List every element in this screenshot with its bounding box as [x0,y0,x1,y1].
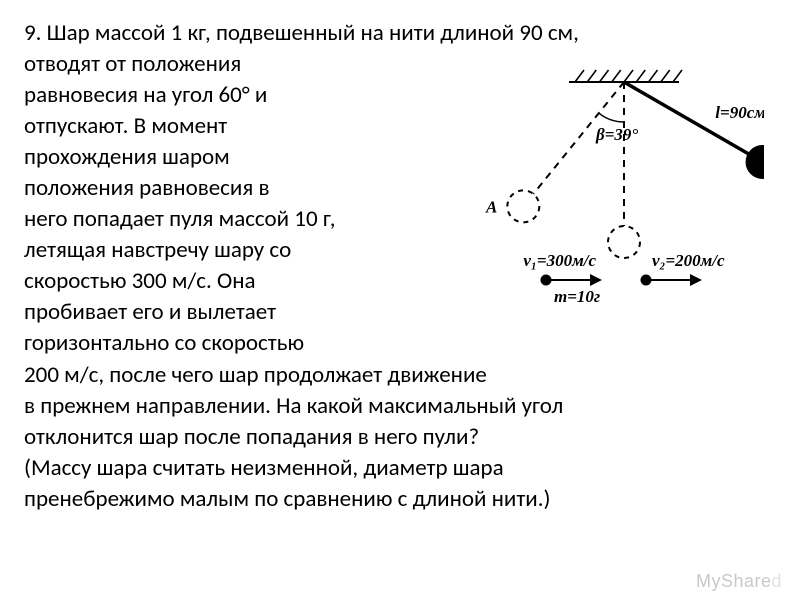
problem-line: пренебрежимо малым по сравнению с длиной… [24,484,766,515]
problem-line: равновесия на угол 60° и [24,80,404,111]
problem-line: положения равновесия в [24,173,404,204]
problem-line: в прежнем направлении. На какой максимал… [24,391,766,422]
svg-text:v₂=200м/с: v₂=200м/с [652,251,725,270]
problem-line: отклонится шар после попадания в него пу… [24,422,766,453]
problem-line: 9. Шар массой 1 кг, подвешенный на нити … [24,18,766,49]
watermark-b: d [771,571,782,591]
svg-text:v₁=300м/с: v₁=300м/с [523,251,596,270]
svg-text:l=90см: l=90см [715,103,764,122]
problem-line: него попадает пуля массой 10 г, [24,204,404,235]
problem-line: отводят от положения [24,49,404,80]
problem-line: скоростью 300 м/с. Она [24,266,404,297]
problem-line: летящая навстречу шару со [24,235,404,266]
watermark-a: MyShare [696,571,772,591]
problem-line: горизонтально со скоростью [24,328,404,359]
physics-diagram: Aβ=39°l=90смM=1кгv₁=300м/сv₂=200м/сm=10г [404,52,764,322]
problem-line: 200 м/с, после чего шар продолжает движе… [24,360,766,391]
svg-text:β=39°: β=39° [595,125,638,144]
problem-line: отпускают. В момент [24,111,404,142]
problem-line: пробивает его и вылетает [24,297,404,328]
svg-text:m=10г: m=10г [554,287,600,306]
svg-text:A: A [485,197,497,216]
problem-line: прохождения шаром [24,142,404,173]
watermark: MyShared [696,571,782,592]
problem-line: (Массу шара считать неизменной, диаметр … [24,453,766,484]
